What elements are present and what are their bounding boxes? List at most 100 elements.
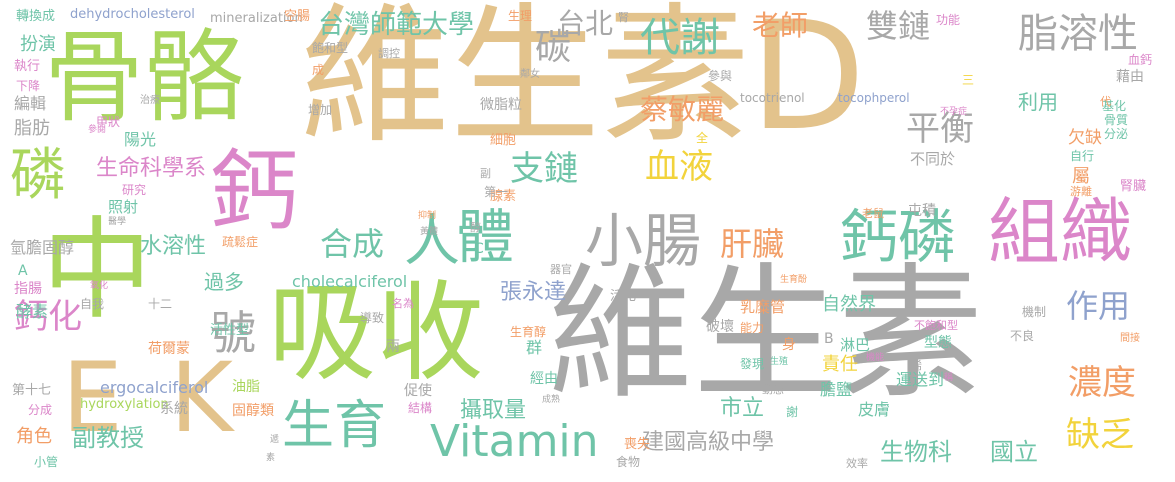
word-dehydrocholesterol: dehydrocholesterol <box>70 7 195 22</box>
word-inhibit: 抑制 <box>418 211 437 221</box>
word-fat-soluble: 脂溶性 <box>1018 11 1138 57</box>
word-bile-salt: 膽鹽 <box>820 380 853 399</box>
word-duodenum-part: 指腸 <box>14 281 42 297</box>
word-increase: 增加 <box>308 103 333 117</box>
word-taipei: 台北 <box>557 7 614 40</box>
word-alkene: 烯 <box>910 359 923 373</box>
word-calcium-phosphorus: 鈣磷 <box>840 203 957 271</box>
word-jejunum: 空腸 <box>284 9 311 24</box>
word-lack: 欠缺 <box>1068 128 1102 148</box>
word-twelve: 十二 <box>148 297 173 311</box>
word-belong: 屬 <box>1072 166 1090 187</box>
word-calcium: 鈣 <box>210 140 299 243</box>
word-steroid: 固醇類 <box>232 403 274 419</box>
word-tubule: 小管 <box>34 455 59 469</box>
word-irradiation: 照射 <box>108 198 139 216</box>
word-efficiency: 效率 <box>846 457 868 470</box>
word-gland-hormone: 腺素 <box>490 189 517 204</box>
word-group: 群 <box>526 338 543 357</box>
word-letter-k: K <box>170 342 233 454</box>
word-ability: 能力 <box>740 321 765 335</box>
word-mature: 成熟 <box>542 395 561 405</box>
word-refer: 參閱 <box>88 125 107 135</box>
word-skin: 皮膚 <box>858 400 891 419</box>
word-hydroxylation: hydroxylation <box>80 397 169 412</box>
word-life-science-dept: 生命科學系 <box>96 156 207 181</box>
word-tocopherol-fen: 生育酚 <box>780 275 808 285</box>
word-unsaturated: 不飽和型 <box>914 319 958 332</box>
word-physiology: 生理 <box>508 9 533 23</box>
word-alcohol: 醇 <box>470 221 481 234</box>
word-organ: 器官 <box>550 263 572 276</box>
word-activate: 活化 <box>610 289 637 304</box>
word-person: 人 <box>404 209 460 274</box>
word-by-means: 藉由 <box>1116 69 1144 85</box>
word-cholecalciferol: cholecalciferol <box>292 272 408 291</box>
word-name-zhang: 張永達 <box>500 280 567 305</box>
word-self-ego: 自我 <box>80 297 105 311</box>
word-kidney: 腎臟 <box>1120 179 1147 194</box>
word-functionality: 功能 <box>936 13 961 27</box>
word-letter-e: E <box>62 342 123 454</box>
word-thanks: 謝 <box>786 405 799 419</box>
word-radical: 基化 <box>1102 99 1127 113</box>
word-organ-function: 機能 <box>866 353 885 363</box>
word-thyroid: 甲狀 <box>96 115 121 129</box>
word-tocophperol: tocophperol <box>838 91 910 105</box>
word-mechanism: 機制 <box>1022 305 1047 319</box>
word-saturated: 飽和型 <box>312 41 349 55</box>
word-associate-professor: 副教授 <box>72 424 144 452</box>
word-active-form: 活性型 <box>210 323 250 338</box>
word-letter-a: A <box>18 263 28 279</box>
word-teacher: 老師 <box>752 9 809 42</box>
word-self: 自行 <box>1070 149 1095 163</box>
word-edit: 編輯 <box>14 94 47 113</box>
word-mineralization: mineralization <box>210 11 303 26</box>
word-use: 利用 <box>1018 90 1058 114</box>
word-convert: 轉換成 <box>16 9 56 24</box>
word-first: 第一 <box>484 185 509 199</box>
word-corpus-luteum: 黃體 <box>420 227 439 237</box>
word-discover: 發現 <box>740 357 765 371</box>
word-double-bond: 雙鏈 <box>866 7 931 45</box>
word-system: 系統 <box>160 401 188 417</box>
word-structure: 結構 <box>408 401 433 415</box>
word-woman: 鄰女 <box>520 69 540 80</box>
word-participate: 參與 <box>708 69 733 83</box>
word-balance: 平衡 <box>906 109 974 149</box>
word-seventeenth: 第十七 <box>12 383 52 398</box>
word-osteoporosis: 疏鬆症 <box>222 235 259 249</box>
word-tocotrienol: tocotrienol <box>740 91 805 105</box>
word-small-intestine: 小腸 <box>585 207 702 275</box>
word-branch-chain: 支鏈 <box>510 149 578 189</box>
word-absorb: 吸收 <box>268 271 485 396</box>
word-carbon: 碳 <box>535 27 572 68</box>
word-destroy: 破壞 <box>706 319 734 335</box>
word-all: 全 <box>696 131 709 145</box>
word-medicine: 醫學 <box>108 217 127 227</box>
word-accumulate: 屯積 <box>908 203 936 219</box>
word-play-role: 扮演 <box>20 34 56 55</box>
word-generation: 代 <box>1100 95 1111 108</box>
word-reproduction: 生殖 <box>770 357 789 367</box>
word-bone: 骨骼 <box>44 19 244 136</box>
word-oil: 油脂 <box>232 379 260 395</box>
word-via: 經由 <box>530 371 558 387</box>
word-liver: 肝臟 <box>720 225 785 263</box>
word-hormone: 荷爾蒙 <box>148 341 190 357</box>
word-kidney-short: 腎 <box>618 11 629 24</box>
word-sunlight: 陽光 <box>124 130 157 149</box>
word-decline: 下降 <box>16 79 41 93</box>
word-vitamin: 維生素 <box>548 250 983 419</box>
word-synthesis: 合成 <box>320 225 385 263</box>
word-letter-b: B <box>824 331 834 347</box>
word-lacteal: 乳糜管 <box>740 298 786 316</box>
word-named: 名為 <box>392 297 414 310</box>
word-jianguo-high-school: 建國高級中學 <box>642 430 775 455</box>
word-shengyu: 生育 <box>282 396 387 456</box>
word-three: 三 <box>962 73 975 87</box>
word-water-soluble: 水溶性 <box>140 234 207 259</box>
word-phosphorus: 磷 <box>10 143 66 208</box>
word-execute: 執行 <box>14 59 41 74</box>
